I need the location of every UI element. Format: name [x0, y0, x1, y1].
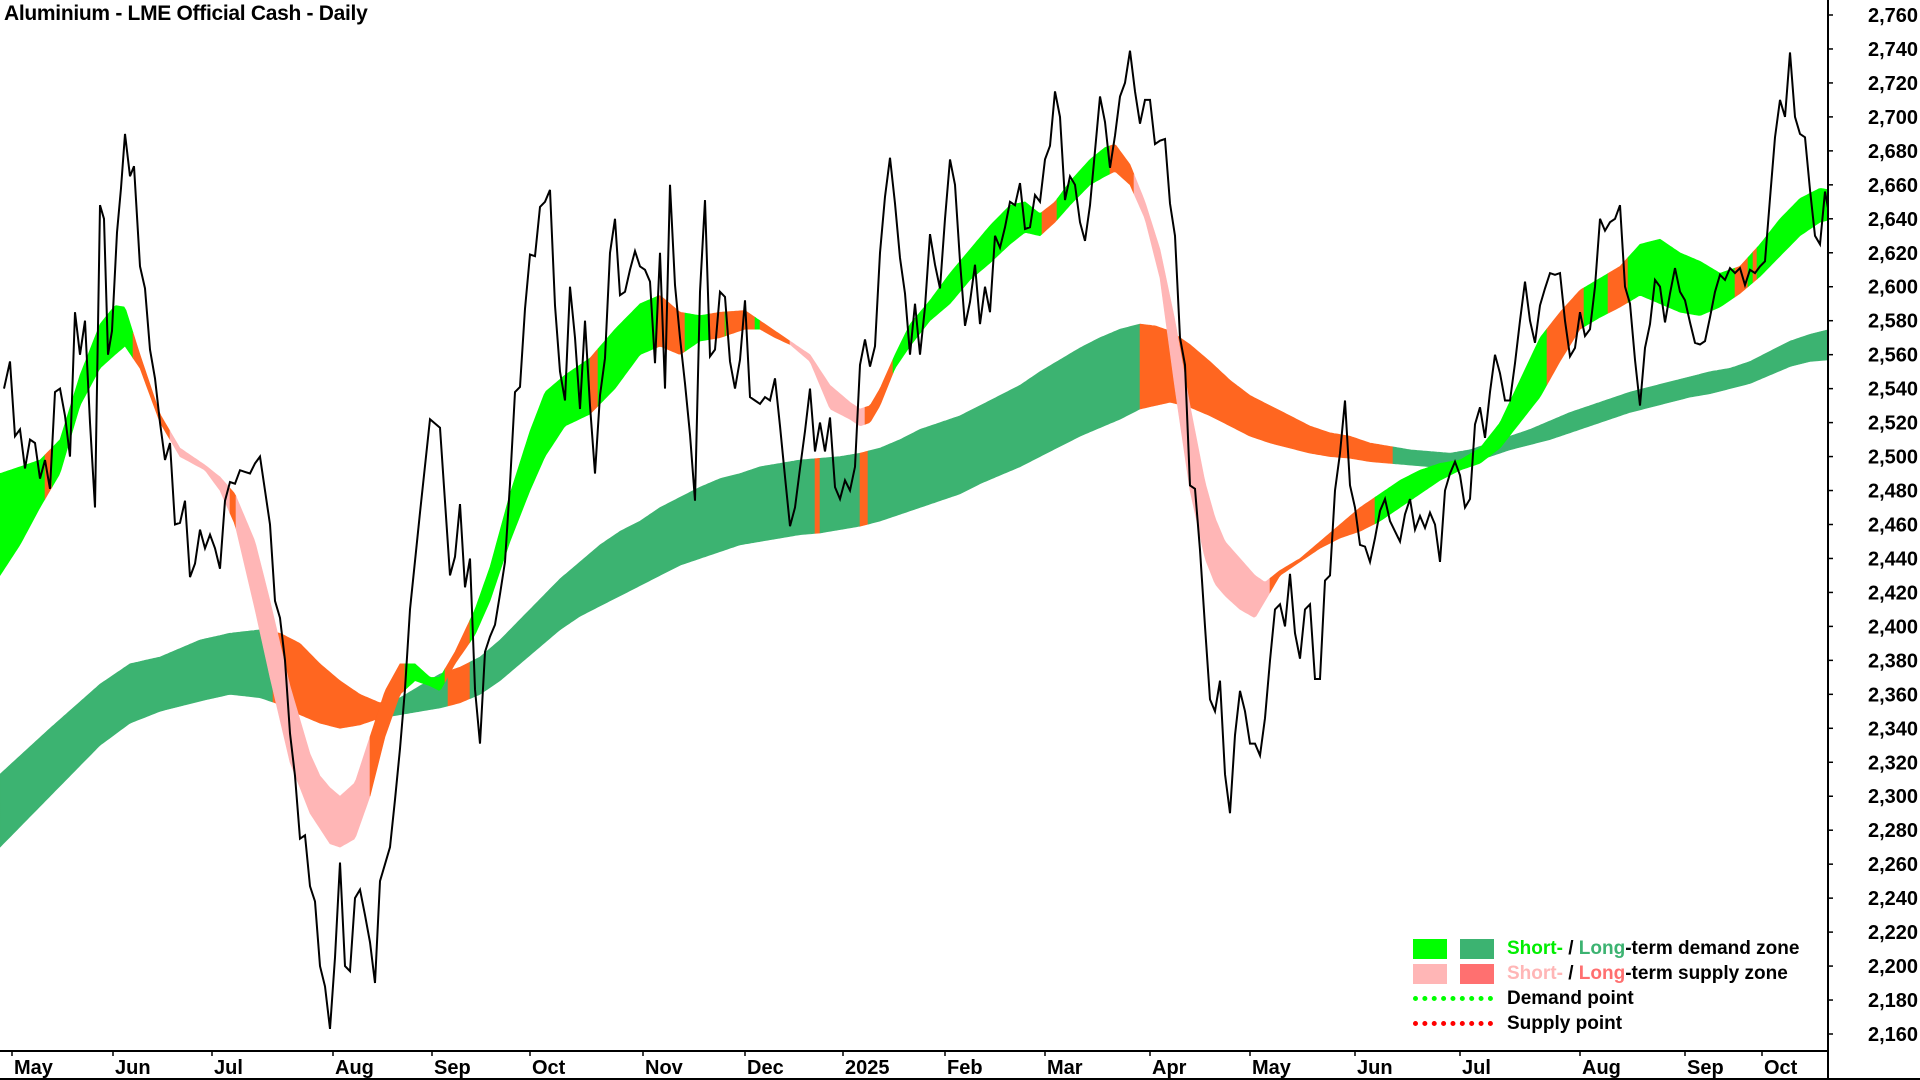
long-supply-swatch	[1460, 963, 1494, 984]
demand-point-dotted-line-icon	[1413, 996, 1493, 1001]
long-supply-zone-segment	[725, 310, 756, 337]
legend-supply-zone: Short- / Long-term supply zone	[1413, 961, 1799, 986]
x-tick-label: Jun	[115, 1057, 151, 1079]
long-supply-zone-segment	[369, 663, 406, 797]
y-tick-label: 2,440	[1868, 548, 1918, 570]
short-supply-zone-segment	[169, 429, 231, 514]
y-tick-label: 2,420	[1868, 582, 1918, 604]
y-tick-label: 2,380	[1868, 650, 1918, 672]
long-demand-zone-segment	[0, 629, 274, 848]
y-tick-label: 2,240	[1868, 888, 1918, 910]
x-tick-label: Nov	[645, 1057, 684, 1079]
long-supply-zone-segment	[864, 359, 894, 425]
short-demand-swatch	[1413, 938, 1447, 959]
long-demand-zone-segment	[819, 452, 861, 534]
y-tick-label: 2,740	[1868, 39, 1918, 61]
legend-long-label: Long	[1578, 937, 1626, 959]
x-tick-label: Apr	[1152, 1057, 1187, 1079]
x-tick-label: Oct	[1764, 1057, 1798, 1079]
x-tick-label: May	[1252, 1057, 1292, 1079]
long-supply-zone-segment	[589, 347, 599, 415]
short-demand-zone-segment	[1374, 327, 1548, 525]
y-tick-label: 2,500	[1868, 447, 1918, 469]
long-supply-zone-segment	[759, 320, 791, 345]
y-tick-label: 2,320	[1868, 752, 1918, 774]
x-tick-label: Aug	[335, 1057, 374, 1079]
long-supply-zone-segment	[229, 487, 237, 529]
x-tick-label: Mar	[1047, 1057, 1083, 1079]
x-tick-label: Jul	[214, 1057, 243, 1079]
long-supply-zone-segment	[1041, 198, 1058, 235]
y-tick-label: 2,220	[1868, 922, 1918, 944]
short-demand-zone-segment	[684, 312, 711, 352]
y-tick-label: 2,600	[1868, 277, 1918, 299]
legend-long-label: Long	[1578, 962, 1626, 984]
y-tick-label: 2,480	[1868, 481, 1918, 503]
legend-demand-text: -term demand zone	[1625, 937, 1800, 959]
x-tick-label: Feb	[947, 1057, 983, 1079]
short-supply-zone-segment	[789, 340, 866, 427]
x-tick-label: Jul	[1462, 1057, 1491, 1079]
x-tick-label: Aug	[1582, 1057, 1621, 1079]
y-tick-label: 2,180	[1868, 990, 1918, 1012]
y-tick-label: 2,720	[1868, 73, 1918, 95]
short-demand-zone-segment	[892, 201, 1043, 374]
y-tick-label: 2,280	[1868, 820, 1918, 842]
y-tick-label: 2,640	[1868, 209, 1918, 231]
y-tick-label: 2,540	[1868, 379, 1918, 401]
long-supply-zone-segment	[1546, 287, 1585, 386]
short-demand-zone-segment	[1756, 188, 1828, 280]
y-tick-label: 2,700	[1868, 107, 1918, 129]
y-tick-label: 2,680	[1868, 141, 1918, 163]
long-demand-swatch	[1460, 938, 1494, 959]
x-tick-label: Sep	[1687, 1057, 1724, 1079]
y-tick-label: 2,200	[1868, 956, 1918, 978]
y-tick-label: 2,300	[1868, 786, 1918, 808]
y-tick-label: 2,160	[1868, 1024, 1918, 1046]
long-term-zone-band	[0, 323, 1828, 848]
y-tick-label: 2,460	[1868, 515, 1918, 537]
x-tick-label: Dec	[747, 1057, 784, 1079]
long-supply-zone-segment	[132, 332, 171, 441]
legend-demand-point: Demand point	[1413, 986, 1799, 1011]
price-polyline	[3, 50, 1828, 1030]
x-tick-label: Oct	[532, 1057, 566, 1079]
legend-supply-point: Supply point	[1413, 1011, 1799, 1036]
long-supply-zone-segment	[859, 450, 869, 527]
y-tick-label: 2,400	[1868, 616, 1918, 638]
long-supply-zone-segment	[814, 458, 821, 534]
y-tick-label: 2,340	[1868, 718, 1918, 740]
y-tick-label: 2,660	[1868, 175, 1918, 197]
long-demand-zone-segment	[867, 323, 1141, 525]
y-tick-label: 2,560	[1868, 345, 1918, 367]
short-supply-swatch	[1413, 963, 1447, 984]
long-supply-zone-segment	[1752, 246, 1758, 284]
legend-demand-zone: Short- / Long-term demand zone	[1413, 936, 1799, 961]
long-demand-zone-segment	[1392, 329, 1828, 468]
supply-point-dotted-line-icon	[1413, 1021, 1493, 1026]
y-tick-label: 2,760	[1868, 5, 1918, 27]
short-demand-zone-segment	[754, 316, 761, 330]
y-tick-label: 2,260	[1868, 854, 1918, 876]
x-tick-label: May	[14, 1057, 54, 1079]
legend-short-label: Short-	[1507, 962, 1563, 984]
long-supply-zone-segment	[1109, 144, 1135, 195]
chart-title: Aluminium - LME Official Cash - Daily	[4, 2, 368, 25]
long-supply-zone-segment	[1734, 256, 1749, 298]
x-tick-label: Jun	[1357, 1057, 1393, 1079]
legend-supply-text: -term supply zone	[1625, 962, 1788, 984]
x-tick-label: Sep	[434, 1057, 471, 1079]
legend-short-label: Short-	[1507, 937, 1563, 959]
y-tick-label: 2,620	[1868, 243, 1918, 265]
y-tick-label: 2,360	[1868, 684, 1918, 706]
y-tick-label: 2,580	[1868, 311, 1918, 333]
x-tick-label: 2025	[845, 1057, 890, 1079]
price-line	[3, 50, 1828, 1030]
legend: Short- / Long-term demand zone Short- / …	[1413, 936, 1799, 1036]
y-tick-label: 2,520	[1868, 413, 1918, 435]
